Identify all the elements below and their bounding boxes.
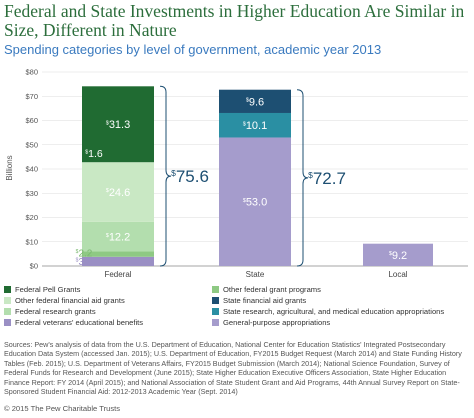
- x-tick-label: State: [246, 270, 265, 279]
- legend-label: State research, agricultural, and medica…: [223, 306, 445, 316]
- legend-item: Other federal grant programs: [212, 284, 470, 294]
- legend-swatch: [212, 285, 219, 293]
- y-tick-label: $0: [30, 262, 38, 271]
- bar-segment: [219, 112, 291, 138]
- data-label: $1.6: [85, 148, 103, 160]
- legend-swatch: [212, 318, 219, 326]
- y-axis-ticks: $0 $10 $20 $30 $40 $50 $60 $70 $80: [25, 68, 38, 271]
- legend-item: Federal research grants: [4, 306, 212, 316]
- legend: Federal Pell Grants Other federal grant p…: [4, 284, 470, 327]
- legend-label: Federal research grants: [15, 306, 96, 316]
- x-tick-label: Federal: [104, 270, 131, 279]
- data-label: $3.8: [76, 257, 93, 268]
- data-label: $72.7: [308, 169, 346, 188]
- bar-segment: [82, 162, 154, 222]
- bar-segment: [219, 89, 291, 113]
- legend-item: State financial aid grants: [212, 295, 470, 305]
- chart-subtitle: Spending categories by level of governme…: [4, 42, 382, 57]
- bar-segment: [82, 86, 154, 163]
- y-tick-label: $30: [25, 189, 38, 198]
- data-label: $75.6: [171, 167, 209, 186]
- data-label: $9.6: [246, 96, 264, 108]
- legend-swatch: [4, 285, 11, 293]
- data-label: $53.0: [243, 197, 267, 209]
- y-tick-label: $20: [25, 213, 38, 222]
- legend-swatch: [212, 296, 219, 304]
- legend-label: General-purpose appropriations: [223, 317, 331, 327]
- data-label: $31.3: [106, 119, 130, 131]
- legend-item: Other federal financial aid grants: [4, 295, 212, 305]
- data-label: $2.2: [76, 248, 93, 259]
- legend-label: Other federal grant programs: [223, 284, 321, 294]
- annotations: $3.8$2.2 $12.2 $24.6 $31.3 $53.0 $10.1 $9.6 $9.…: [76, 85, 407, 268]
- stacked-bar-chart: $0 $10 $20 $30 $40 $50 $60 $70 $80 Billions Fede…: [5, 68, 468, 279]
- bar-segment: [363, 243, 433, 266]
- y-tick-label: $50: [25, 140, 38, 149]
- legend-label: Other federal financial aid grants: [15, 295, 125, 305]
- y-tick-label: $10: [25, 237, 38, 246]
- x-tick-label: Local: [388, 270, 407, 279]
- legend-swatch: [4, 296, 11, 304]
- x-axis-labels: Federal State Local: [104, 270, 407, 279]
- data-label: $10.1: [243, 120, 267, 132]
- y-tick-label: $70: [25, 92, 38, 101]
- legend-item: General-purpose appropriations: [212, 317, 470, 327]
- data-label: $12.2: [106, 232, 130, 244]
- legend-swatch: [212, 307, 219, 315]
- bar-segment: [82, 251, 154, 257]
- total-bracket: [159, 85, 172, 267]
- data-label: $9.2: [389, 250, 407, 262]
- y-tick-label: $80: [25, 68, 38, 77]
- y-tick-label: $60: [25, 116, 38, 125]
- legend-item: State research, agricultural, and medica…: [212, 306, 470, 316]
- chart-title: Federal and State Investments in Higher …: [4, 1, 465, 40]
- legend-label: State financial aid grants: [223, 295, 307, 305]
- bar-segment: [82, 221, 154, 252]
- legend-item: Federal veterans' educational benefits: [4, 317, 212, 327]
- legend-swatch: [4, 307, 11, 315]
- y-tick-label: $40: [25, 165, 38, 174]
- bars: [82, 86, 433, 266]
- legend-item: Federal Pell Grants: [4, 284, 212, 294]
- y-axis-label: Billions: [5, 155, 14, 180]
- data-label: $24.6: [106, 187, 130, 199]
- legend-swatch: [4, 318, 11, 326]
- sources-note: Sources: Pew's analysis of data from the…: [4, 340, 462, 397]
- legend-label: Federal veterans' educational benefits: [15, 317, 144, 327]
- total-bracket: [296, 89, 309, 267]
- bar-segment: [219, 137, 291, 266]
- bar-segment: [82, 256, 154, 266]
- legend-label: Federal Pell Grants: [15, 284, 81, 294]
- copyright-note: © 2015 The Pew Charitable Trusts: [4, 404, 121, 413]
